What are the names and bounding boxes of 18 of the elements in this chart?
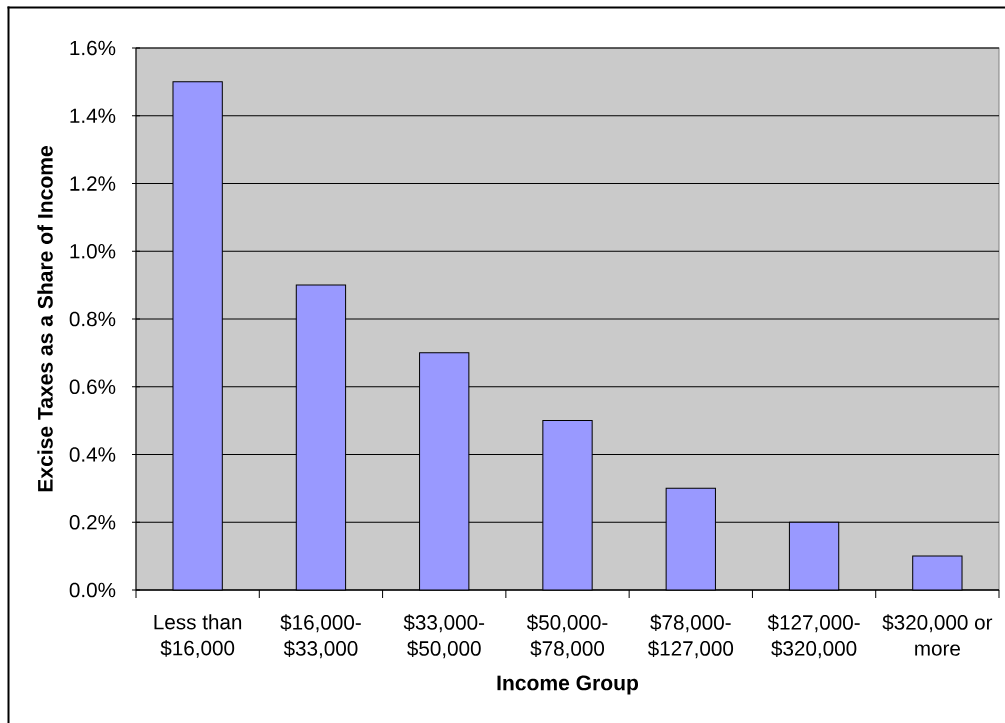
x-tick-label: $16,000-$33,000 xyxy=(280,614,361,659)
y-tick-label: 1.2% xyxy=(70,176,116,191)
y-tick-label: 1.0% xyxy=(70,243,116,259)
y-tick-label: 0.2% xyxy=(69,514,116,530)
x-tick-label: $320,000 or more xyxy=(882,614,993,656)
y-axis-title: Excise Taxes as a Share of Income xyxy=(37,146,53,492)
y-tick-label: 0.8% xyxy=(69,311,116,327)
x-tick-label: $33,000-$50,000 xyxy=(403,614,485,659)
y-tick-label: 0.6% xyxy=(69,379,116,395)
y-tick-label: 1.6% xyxy=(70,40,116,56)
y-tick-label: 0.4% xyxy=(69,447,116,462)
y-tick-label: 1.4% xyxy=(70,108,116,123)
y-tick-label: 0.0% xyxy=(69,582,116,598)
x-tick-label: Less than $16,000 xyxy=(154,614,242,658)
x-tick-label: $50,000-$78,000 xyxy=(526,614,608,659)
x-axis-title: Income Group xyxy=(497,675,639,695)
x-tick-label: $127,000-$320,000 xyxy=(767,614,860,659)
x-tick-label: $78,000-$127,000 xyxy=(647,614,734,659)
